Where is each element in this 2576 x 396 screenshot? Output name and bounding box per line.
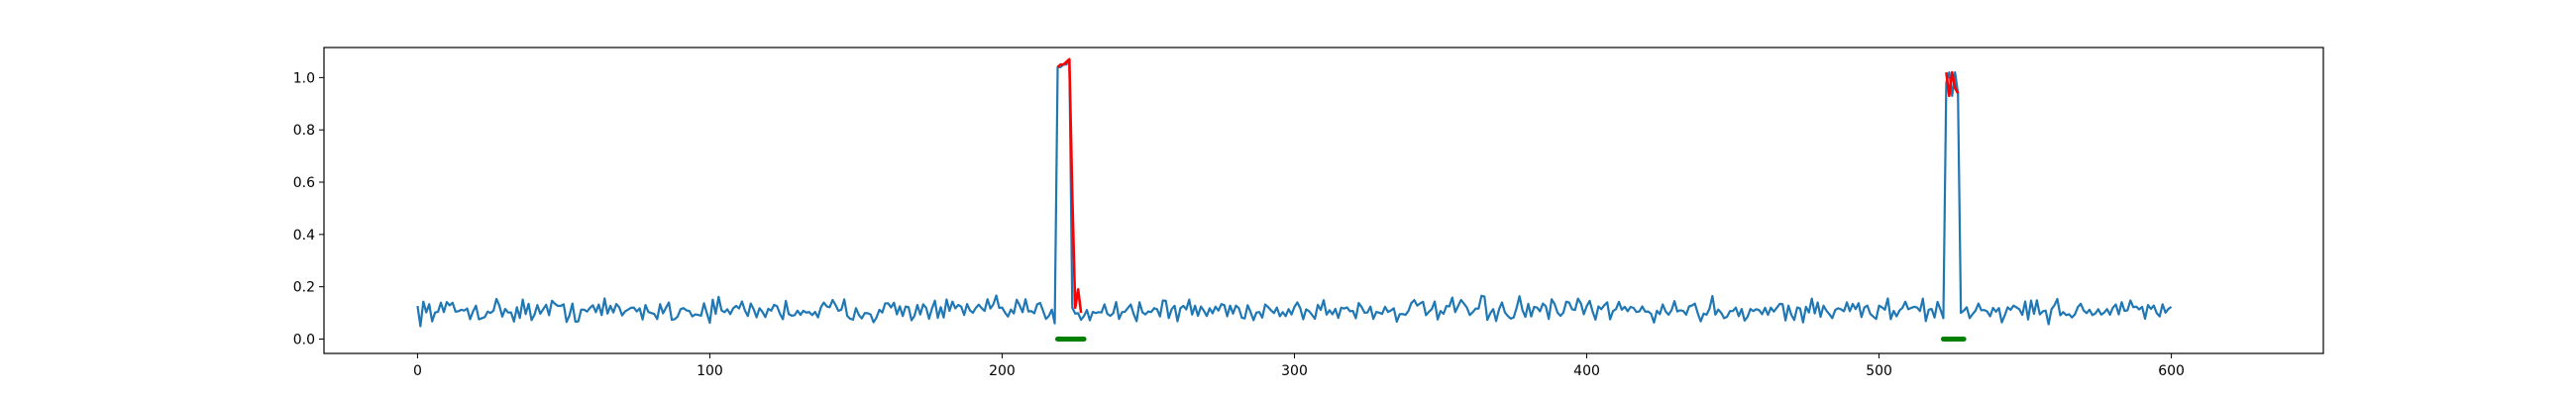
plot-frame (323, 47, 2324, 354)
x-tick-label: 300 (1281, 363, 1308, 379)
y-tick-label: 0.4 (293, 228, 315, 244)
x-tick-label: 500 (1866, 363, 1892, 379)
highlighted-segment (1056, 57, 1083, 314)
y-tick-label: 0.8 (293, 123, 315, 139)
x-tick-label: 200 (989, 363, 1016, 379)
chart-marks (416, 57, 2173, 342)
x-tick-label: 100 (697, 363, 723, 379)
y-tick-label: 0.0 (293, 332, 315, 347)
chart-axes: 0 100 200 300 400 500 600 0.0 0.2 0.4 0.6 0.8 1.0 (293, 70, 2185, 379)
highlighted-segment (1945, 70, 1960, 98)
y-tick-label: 1.0 (293, 70, 315, 86)
x-tick-label: 600 (2158, 363, 2185, 379)
x-tick-label: 0 (413, 363, 422, 379)
signal-line (416, 57, 2173, 328)
x-tick-label: 400 (1573, 363, 1600, 379)
y-tick-label: 0.6 (293, 175, 315, 191)
y-tick-label: 0.2 (293, 280, 315, 296)
